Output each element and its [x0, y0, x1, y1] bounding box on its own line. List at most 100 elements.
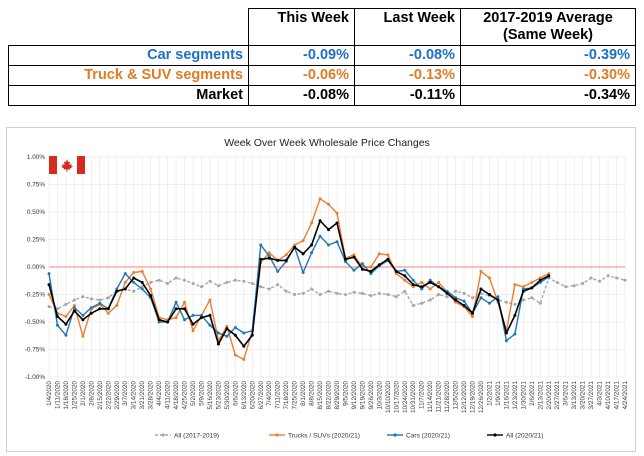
data-point-trucks — [208, 298, 212, 302]
x-tick-label: 12/19/2020 — [470, 381, 477, 413]
data-point-hist — [216, 284, 220, 288]
data-point-all — [454, 298, 458, 302]
data-point-hist — [471, 296, 475, 300]
header-average-line1: 2017-2019 Average — [483, 10, 613, 26]
data-point-cars — [411, 278, 415, 282]
x-tick-label: 9/5/2020 — [342, 381, 349, 406]
data-point-trucks — [284, 253, 288, 257]
canada-flag-icon — [49, 156, 85, 174]
x-tick-label: 1/25/2020 — [71, 381, 78, 410]
data-point-all — [437, 285, 441, 289]
data-point-all — [504, 331, 508, 335]
y-tick-label: 1.00% — [27, 154, 45, 161]
data-point-cars — [462, 299, 466, 303]
x-tick-label: 3/7/2020 — [122, 381, 129, 406]
data-point-hist — [284, 289, 288, 293]
data-point-hist — [513, 302, 517, 306]
data-point-all — [411, 283, 415, 287]
data-point-cars — [132, 280, 136, 284]
data-point-hist — [606, 274, 610, 278]
data-point-cars — [47, 272, 51, 276]
data-point-trucks — [394, 272, 398, 276]
x-tick-label: 1/4/2020 — [46, 381, 53, 406]
data-point-cars — [369, 272, 373, 276]
data-point-trucks — [487, 276, 491, 280]
data-point-all — [199, 316, 203, 320]
data-point-all — [166, 320, 170, 324]
data-point-cars — [157, 320, 161, 324]
data-point-trucks — [310, 221, 314, 225]
x-tick-label: 1/30/2021 — [520, 381, 527, 410]
data-point-all — [72, 309, 76, 313]
data-point-hist — [564, 285, 568, 289]
data-point-hist — [183, 278, 187, 282]
x-tick-label: 10/3/2020 — [376, 381, 383, 410]
x-tick-label: 1/9/2021 — [495, 381, 502, 406]
data-point-hist — [394, 295, 398, 299]
x-tick-label: 3/20/2021 — [580, 381, 587, 410]
data-point-cars — [225, 334, 229, 338]
data-point-trucks — [471, 315, 475, 318]
data-point-trucks — [454, 300, 458, 304]
data-point-hist — [589, 276, 593, 280]
data-point-all — [310, 243, 314, 247]
data-point-all — [140, 280, 144, 284]
x-tick-label: 9/19/2020 — [359, 381, 366, 410]
data-point-all — [284, 258, 288, 262]
data-point-all — [301, 252, 305, 256]
x-tick-label: 2/15/2020 — [97, 381, 104, 410]
data-point-all — [233, 333, 237, 337]
x-tick-label: 3/27/2021 — [588, 381, 595, 410]
series-line-trucks — [48, 198, 550, 361]
data-point-cars — [123, 272, 127, 276]
price-change-chart: Week Over Week Wholesale Price Changes 1… — [6, 127, 636, 452]
data-point-hist — [64, 302, 68, 306]
data-point-hist — [462, 291, 466, 295]
data-point-trucks — [293, 243, 297, 247]
data-point-hist — [521, 298, 525, 302]
data-point-trucks — [437, 280, 441, 284]
data-point-cars — [487, 301, 491, 305]
data-point-all — [47, 283, 51, 287]
legend-label-cars: Cars (2020/21) — [406, 432, 450, 439]
header-average: 2017-2019 Average (Same Week) — [460, 8, 636, 46]
data-point-trucks — [149, 287, 153, 291]
x-tick-label: 6/27/2020 — [258, 381, 265, 410]
chart-grid — [48, 156, 626, 378]
data-point-trucks — [174, 316, 178, 320]
x-tick-label: 11/21/2020 — [436, 381, 443, 413]
cell-last-week: -0.08% — [354, 45, 461, 66]
legend-label-trucks: Trucks / SUVs (2020/21) — [288, 432, 360, 439]
x-tick-label: 1/23/2021 — [512, 381, 519, 410]
data-point-hist — [352, 290, 356, 294]
data-point-all — [335, 221, 339, 225]
data-point-trucks — [242, 357, 246, 361]
data-point-hist — [208, 279, 212, 283]
data-point-all — [327, 228, 331, 232]
data-point-hist — [437, 293, 441, 296]
data-point-cars — [420, 287, 424, 291]
data-point-hist — [454, 289, 458, 293]
data-point-all — [149, 294, 153, 298]
data-point-cars — [174, 300, 178, 304]
x-tick-label: 12/26/2020 — [478, 381, 485, 413]
y-tick-label: -0.75% — [25, 347, 46, 354]
data-point-trucks — [132, 271, 136, 274]
data-point-all — [183, 307, 187, 311]
data-point-trucks — [106, 311, 110, 315]
data-point-hist — [81, 295, 85, 299]
data-point-hist — [598, 279, 602, 283]
data-point-trucks — [301, 239, 305, 243]
legend-marker-hist — [161, 433, 165, 437]
data-point-all — [420, 285, 424, 289]
data-point-trucks — [420, 280, 424, 284]
row-label: Truck & SUV segments — [8, 65, 249, 86]
data-point-hist — [293, 293, 297, 296]
data-point-hist — [55, 307, 59, 311]
data-point-trucks — [403, 278, 407, 282]
y-tick-label: 0.25% — [27, 237, 45, 244]
data-point-all — [394, 269, 398, 273]
cell-average: -0.39% — [460, 45, 636, 66]
row-label: Car segments — [8, 45, 249, 66]
data-point-hist — [615, 276, 619, 280]
